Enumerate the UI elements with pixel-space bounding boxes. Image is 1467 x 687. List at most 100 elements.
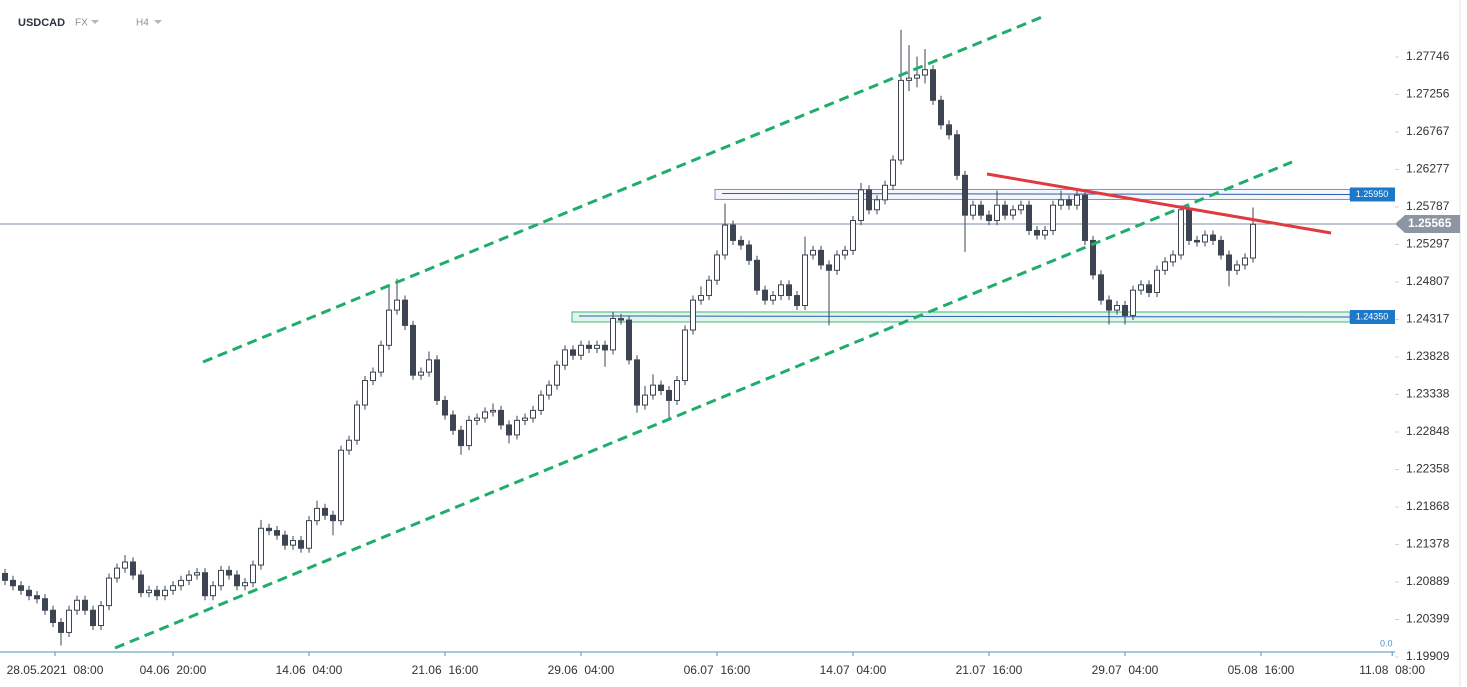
candle-body	[834, 254, 840, 271]
candle-body	[954, 134, 960, 176]
candle-body	[498, 409, 504, 426]
level-line	[721, 192, 1351, 195]
indicator-axis-label: 0.0	[1380, 638, 1393, 648]
level-label: 1.24350	[1356, 311, 1389, 321]
y-tick-label: 1.26767	[1406, 124, 1450, 138]
candle-body	[170, 585, 176, 591]
channel-lower	[114, 160, 1293, 650]
candle-body	[42, 598, 48, 611]
candle-body	[810, 249, 816, 256]
y-tick-label: 1.24317	[1406, 312, 1450, 326]
candle-body	[1202, 234, 1208, 243]
candle-body	[514, 419, 520, 436]
candle-body	[354, 404, 360, 441]
level-label: 1.25950	[1356, 189, 1389, 199]
candle-body	[266, 527, 272, 532]
candle-body	[402, 299, 408, 326]
candle-body	[698, 295, 704, 301]
candle-body	[122, 561, 128, 569]
candle-body	[850, 220, 856, 251]
candle-body	[1154, 269, 1160, 293]
candle-body	[26, 589, 32, 597]
candle-body	[1218, 239, 1224, 256]
candle-body	[34, 595, 40, 600]
y-tick-label: 1.27256	[1406, 87, 1450, 101]
y-tick-label: 1.22848	[1406, 424, 1450, 438]
dropdown-arrow[interactable]	[154, 20, 162, 24]
candle-body	[282, 534, 288, 546]
candle-body	[882, 184, 888, 201]
y-tick-label: 1.25787	[1406, 199, 1450, 213]
candle-body	[194, 572, 200, 576]
candle-body	[1026, 204, 1032, 231]
candle-body	[1130, 289, 1136, 316]
current-price-box	[1395, 214, 1460, 233]
candle-body	[978, 204, 984, 216]
candle-body	[58, 621, 64, 633]
candle-body	[994, 204, 1000, 222]
candle-body	[778, 284, 784, 297]
candle-body	[658, 384, 664, 391]
candle-body	[578, 344, 584, 356]
candle-body	[1098, 274, 1104, 301]
x-tick-label: 21.06 16:00	[412, 663, 479, 677]
candle-body	[722, 224, 728, 256]
candle-body	[1018, 204, 1024, 211]
y-tick-label: 1.23828	[1406, 349, 1450, 363]
candle-body	[730, 224, 736, 241]
candle-body	[602, 344, 608, 351]
candle-body	[674, 380, 680, 401]
candle-body	[1042, 229, 1048, 236]
candle-body	[1058, 199, 1064, 206]
y-tick-label: 1.20889	[1406, 574, 1450, 588]
candle-body	[538, 394, 544, 411]
candle-body	[322, 507, 328, 516]
candle-body	[410, 324, 416, 376]
candle-body	[1090, 239, 1096, 276]
candle-body	[1170, 254, 1176, 263]
candle-body	[298, 540, 304, 549]
candle-body	[986, 214, 992, 222]
candle-body	[1234, 264, 1240, 271]
candle-body	[18, 585, 24, 591]
candle-body	[842, 249, 848, 256]
current-price-label: 1.25565	[1408, 216, 1452, 230]
x-tick-label: 05.08 16:00	[1228, 663, 1295, 677]
candle-body	[2, 572, 8, 581]
candle-body	[1242, 257, 1248, 266]
candle-body	[1114, 304, 1120, 311]
timeframe[interactable]: H4	[136, 18, 149, 29]
candle-body	[1002, 204, 1008, 216]
candle-body	[970, 204, 976, 216]
y-tick-label: 1.22358	[1406, 462, 1450, 476]
x-tick-label: 29.06 04:00	[548, 663, 615, 677]
candle-body	[434, 359, 440, 401]
candle-body	[1138, 284, 1144, 291]
candle-body	[1050, 204, 1056, 231]
candle-body	[418, 371, 424, 376]
candle-body	[570, 349, 576, 356]
symbol[interactable]: USDCAD	[18, 17, 65, 29]
market[interactable]: FX	[75, 18, 88, 29]
candle-body	[474, 417, 480, 421]
candle-body	[634, 359, 640, 406]
candle-body	[714, 254, 720, 281]
x-tick-label: 14.07 04:00	[820, 663, 887, 677]
candle-body	[930, 69, 936, 101]
candle-body	[1082, 194, 1088, 241]
candle-body	[258, 527, 264, 566]
candle-body	[826, 264, 832, 271]
candle-body	[1066, 199, 1072, 206]
candle-body	[866, 189, 872, 211]
candle-body	[1178, 209, 1184, 256]
candle-body	[1250, 223, 1256, 259]
candle-body	[770, 295, 776, 301]
candle-body	[154, 589, 160, 597]
candle-body	[450, 414, 456, 431]
y-tick-label: 1.25297	[1406, 237, 1450, 251]
candle-body	[738, 239, 744, 246]
dropdown-arrow[interactable]	[91, 20, 99, 24]
candle-body	[746, 244, 752, 261]
candle-body	[82, 599, 88, 611]
candle-body	[146, 589, 152, 594]
